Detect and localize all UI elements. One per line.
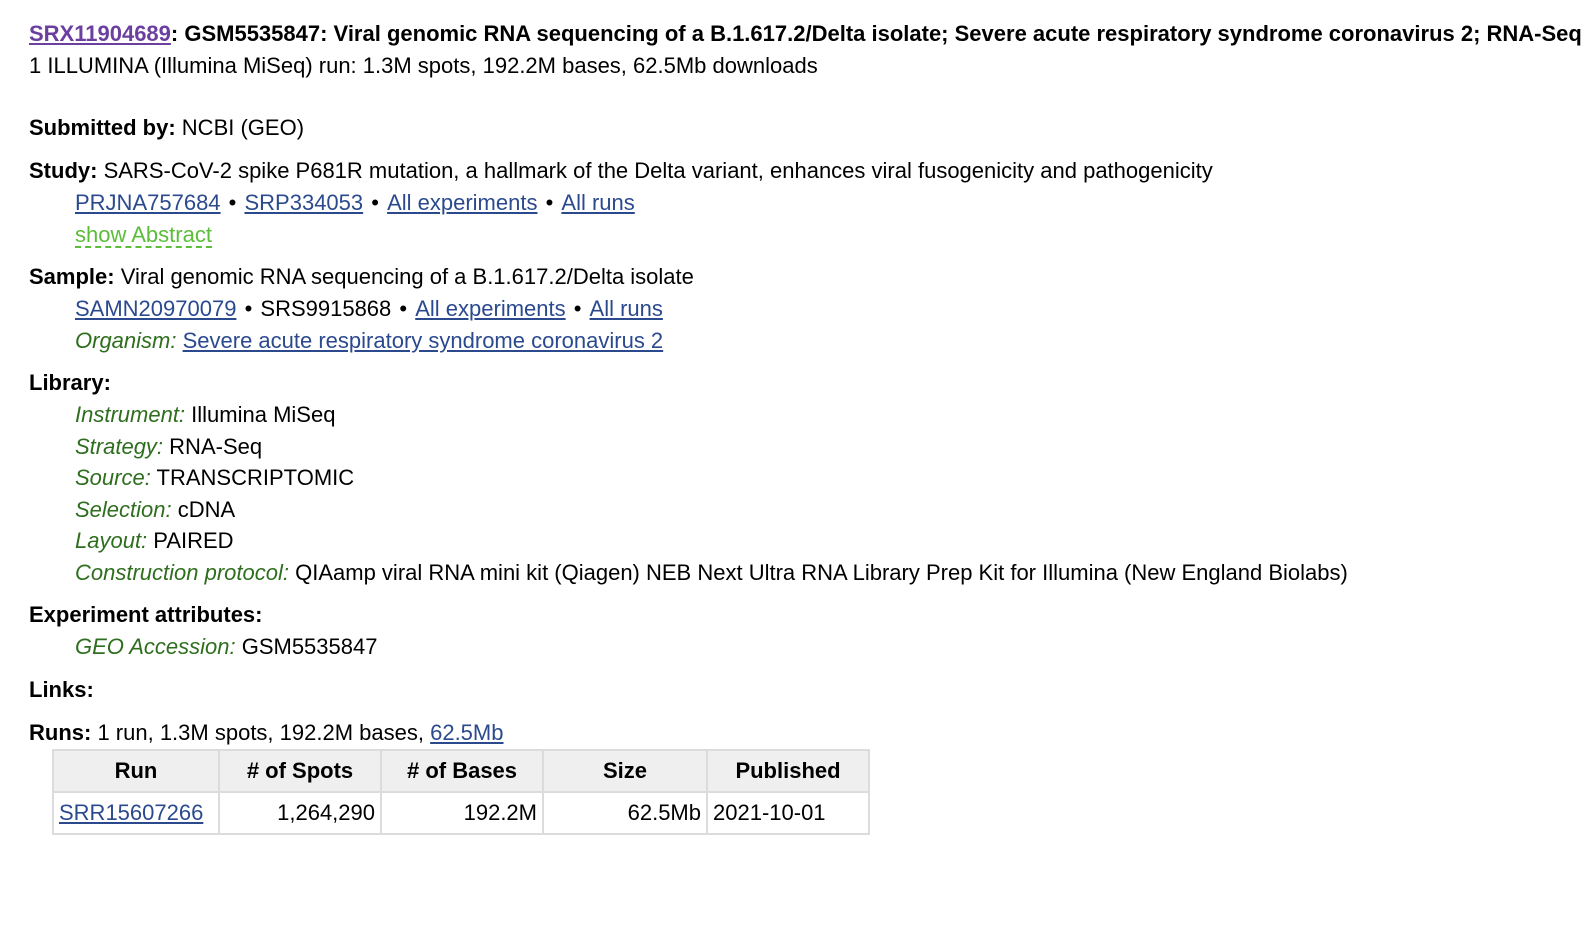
- table-row: SRR15607266 1,264,290 192.2M 62.5Mb 2021…: [52, 790, 870, 835]
- column-header-published: Published: [706, 748, 870, 793]
- spots-cell: 1,264,290: [218, 790, 382, 835]
- library-field: Selection: cDNA: [29, 494, 1594, 526]
- sample-label: Sample:: [29, 264, 115, 289]
- sample-section: Sample: Viral genomic RNA sequencing of …: [29, 261, 1594, 356]
- column-header-run: Run: [52, 748, 220, 793]
- column-header-size: Size: [542, 748, 708, 793]
- separator: •: [222, 190, 243, 215]
- runs-section: Runs: 1 run, 1.3M spots, 192.2M bases, 6…: [29, 717, 1594, 835]
- library-field: Source: TRANSCRIPTOMIC: [29, 462, 1594, 494]
- library-field-value: TRANSCRIPTOMIC: [156, 465, 355, 490]
- submitted-label: Submitted by:: [29, 115, 176, 140]
- show-abstract-toggle[interactable]: show Abstract: [75, 221, 212, 248]
- separator: •: [567, 296, 588, 321]
- attributes-label: Experiment attributes:: [29, 602, 263, 627]
- experiment-record: SRX11904689: GSM5535847: Viral genomic R…: [29, 18, 1594, 835]
- attribute-name: GEO Accession:: [75, 634, 236, 659]
- submitted-section: Submitted by: NCBI (GEO): [29, 112, 1594, 144]
- library-field-value: QIAamp viral RNA mini kit (Qiagen) NEB N…: [295, 559, 1348, 585]
- runs-download-link[interactable]: 62.5Mb: [430, 719, 504, 745]
- study-section: Study: SARS-CoV-2 spike P681R mutation, …: [29, 155, 1594, 250]
- published-cell: 2021-10-01: [706, 790, 870, 835]
- size-cell: 62.5Mb: [542, 790, 708, 835]
- runs-summary: 1 run, 1.3M spots, 192.2M bases,: [97, 719, 424, 745]
- experiment-accession-link[interactable]: SRX11904689: [29, 21, 171, 46]
- library-field-name: Source:: [75, 465, 151, 490]
- srp-link[interactable]: SRP334053: [244, 190, 364, 215]
- column-header-spots: # of Spots: [218, 748, 382, 793]
- library-field: Construction protocol: QIAamp viral RNA …: [29, 557, 1594, 589]
- srs-accession: SRS9915868: [260, 296, 392, 321]
- library-field: Instrument: Illumina MiSeq: [29, 399, 1594, 431]
- submitted-value: NCBI (GEO): [181, 115, 305, 140]
- organism-row: Organism: Severe acute respiratory syndr…: [29, 325, 1594, 357]
- library-field-name: Selection:: [75, 496, 172, 522]
- separator: •: [238, 296, 259, 321]
- bioproject-link[interactable]: PRJNA757684: [75, 190, 221, 215]
- experiment-title-text: : GSM5535847: Viral genomic RNA sequenci…: [170, 21, 1582, 46]
- library-field-value: RNA-Seq: [169, 433, 263, 459]
- library-field-name: Construction protocol:: [75, 559, 289, 585]
- bases-cell: 192.2M: [380, 790, 544, 835]
- sample-links: SAMN20970079 • SRS9915868 • All experime…: [29, 293, 1594, 325]
- library-field: Layout: PAIRED: [29, 525, 1594, 557]
- biosample-link[interactable]: SAMN20970079: [75, 296, 237, 321]
- runs-table-header: Run # of Spots # of Bases Size Published: [52, 748, 870, 793]
- experiment-summary: 1 ILLUMINA (Illumina MiSeq) run: 1.3M sp…: [29, 53, 818, 78]
- study-all-experiments-link[interactable]: All experiments: [387, 190, 538, 215]
- run-accession-link[interactable]: SRR15607266: [59, 799, 204, 825]
- library-field-name: Instrument:: [75, 402, 186, 427]
- sample-all-runs-link[interactable]: All runs: [589, 296, 663, 321]
- sample-all-experiments-link[interactable]: All experiments: [415, 296, 566, 321]
- library-field: Strategy: RNA-Seq: [29, 431, 1594, 463]
- organism-label: Organism:: [75, 327, 177, 353]
- library-field-value: Illumina MiSeq: [191, 402, 336, 427]
- column-header-bases: # of Bases: [380, 748, 544, 793]
- attribute-value: GSM5535847: [241, 634, 378, 659]
- attribute-field: GEO Accession: GSM5535847: [29, 631, 1594, 663]
- library-field-name: Strategy:: [75, 433, 164, 459]
- sample-title: Viral genomic RNA sequencing of a B.1.61…: [120, 264, 694, 289]
- library-label: Library:: [29, 370, 111, 395]
- links-section: Links:: [29, 674, 1594, 706]
- run-cell: SRR15607266: [52, 790, 220, 835]
- study-all-runs-link[interactable]: All runs: [561, 190, 635, 215]
- runs-table: Run # of Spots # of Bases Size Published…: [52, 748, 870, 835]
- experiment-title: SRX11904689: GSM5535847: Viral genomic R…: [29, 18, 1594, 50]
- separator: •: [393, 296, 414, 321]
- links-label: Links:: [29, 676, 94, 702]
- library-section: Library: Instrument: Illumina MiSeq Stra…: [29, 367, 1594, 588]
- runs-label: Runs:: [29, 719, 92, 745]
- library-field-value: PAIRED: [153, 528, 234, 553]
- attributes-section: Experiment attributes: GEO Accession: GS…: [29, 599, 1594, 663]
- show-abstract-row: show Abstract: [29, 219, 1594, 251]
- organism-link[interactable]: Severe acute respiratory syndrome corona…: [182, 327, 664, 353]
- separator: •: [539, 190, 560, 215]
- library-field-value: cDNA: [177, 496, 236, 522]
- study-title: SARS-CoV-2 spike P681R mutation, a hallm…: [103, 158, 1213, 183]
- separator: •: [365, 190, 386, 215]
- study-links: PRJNA757684 • SRP334053 • All experiment…: [29, 187, 1594, 219]
- study-label: Study:: [29, 158, 98, 183]
- library-field-name: Layout:: [75, 528, 148, 553]
